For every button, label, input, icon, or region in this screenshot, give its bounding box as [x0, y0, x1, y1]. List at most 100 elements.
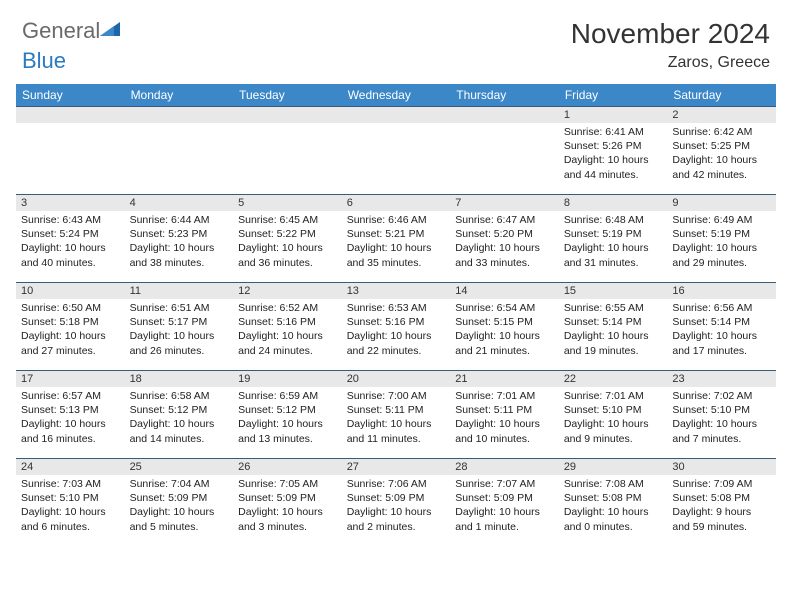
day-line: Sunset: 5:21 PM — [347, 227, 446, 241]
calendar-cell: 17Sunrise: 6:57 AMSunset: 5:13 PMDayligh… — [16, 370, 125, 458]
logo-subtext: Blue — [22, 48, 66, 74]
day-line: and 11 minutes. — [347, 432, 446, 446]
calendar-cell: 23Sunrise: 7:02 AMSunset: 5:10 PMDayligh… — [667, 370, 776, 458]
day-line: Sunrise: 6:58 AM — [130, 389, 229, 403]
day-line: and 2 minutes. — [347, 520, 446, 534]
day-line: Sunrise: 6:43 AM — [21, 213, 120, 227]
calendar-cell — [342, 106, 451, 194]
day-line: Daylight: 10 hours — [672, 417, 771, 431]
day-number: 22 — [559, 370, 668, 387]
day-line: Sunrise: 6:59 AM — [238, 389, 337, 403]
day-line: Sunset: 5:11 PM — [347, 403, 446, 417]
day-data: Sunrise: 6:50 AMSunset: 5:18 PMDaylight:… — [16, 299, 125, 362]
day-line: Sunrise: 6:45 AM — [238, 213, 337, 227]
day-line: Daylight: 10 hours — [238, 505, 337, 519]
day-number: 25 — [125, 458, 234, 475]
calendar-cell: 18Sunrise: 6:58 AMSunset: 5:12 PMDayligh… — [125, 370, 234, 458]
day-number: 2 — [667, 106, 776, 123]
weekday-header: Wednesday — [342, 84, 451, 106]
day-number: 5 — [233, 194, 342, 211]
day-line: Daylight: 10 hours — [130, 417, 229, 431]
calendar-row: 1Sunrise: 6:41 AMSunset: 5:26 PMDaylight… — [16, 106, 776, 194]
day-data: Sunrise: 6:53 AMSunset: 5:16 PMDaylight:… — [342, 299, 451, 362]
day-data: Sunrise: 6:41 AMSunset: 5:26 PMDaylight:… — [559, 123, 668, 186]
day-line: and 5 minutes. — [130, 520, 229, 534]
day-number: 14 — [450, 282, 559, 299]
calendar-cell: 24Sunrise: 7:03 AMSunset: 5:10 PMDayligh… — [16, 458, 125, 546]
day-number: 18 — [125, 370, 234, 387]
calendar-cell: 27Sunrise: 7:06 AMSunset: 5:09 PMDayligh… — [342, 458, 451, 546]
day-number: 10 — [16, 282, 125, 299]
day-line: and 17 minutes. — [672, 344, 771, 358]
weekday-header: Tuesday — [233, 84, 342, 106]
calendar-cell: 4Sunrise: 6:44 AMSunset: 5:23 PMDaylight… — [125, 194, 234, 282]
empty-day — [233, 106, 342, 123]
day-line: Sunset: 5:22 PM — [238, 227, 337, 241]
weekday-header: Monday — [125, 84, 234, 106]
day-line: Sunrise: 6:47 AM — [455, 213, 554, 227]
day-line: and 59 minutes. — [672, 520, 771, 534]
day-line: Sunset: 5:20 PM — [455, 227, 554, 241]
location-label: Zaros, Greece — [571, 54, 770, 72]
day-line: Sunrise: 6:50 AM — [21, 301, 120, 315]
calendar-cell: 20Sunrise: 7:00 AMSunset: 5:11 PMDayligh… — [342, 370, 451, 458]
day-data: Sunrise: 6:51 AMSunset: 5:17 PMDaylight:… — [125, 299, 234, 362]
day-line: and 19 minutes. — [564, 344, 663, 358]
day-data: Sunrise: 7:07 AMSunset: 5:09 PMDaylight:… — [450, 475, 559, 538]
day-number: 24 — [16, 458, 125, 475]
day-line: and 7 minutes. — [672, 432, 771, 446]
day-line: Daylight: 10 hours — [455, 241, 554, 255]
calendar-row: 17Sunrise: 6:57 AMSunset: 5:13 PMDayligh… — [16, 370, 776, 458]
day-data: Sunrise: 6:47 AMSunset: 5:20 PMDaylight:… — [450, 211, 559, 274]
day-line: Sunset: 5:10 PM — [564, 403, 663, 417]
day-line: and 9 minutes. — [564, 432, 663, 446]
day-data: Sunrise: 6:56 AMSunset: 5:14 PMDaylight:… — [667, 299, 776, 362]
page-title: November 2024 — [571, 18, 770, 50]
day-line: Daylight: 10 hours — [21, 505, 120, 519]
day-number: 3 — [16, 194, 125, 211]
day-data: Sunrise: 7:09 AMSunset: 5:08 PMDaylight:… — [667, 475, 776, 538]
calendar-cell: 30Sunrise: 7:09 AMSunset: 5:08 PMDayligh… — [667, 458, 776, 546]
day-line: Sunset: 5:13 PM — [21, 403, 120, 417]
day-line: Daylight: 10 hours — [130, 329, 229, 343]
day-number: 30 — [667, 458, 776, 475]
day-line: Sunrise: 6:52 AM — [238, 301, 337, 315]
day-line: Daylight: 10 hours — [238, 241, 337, 255]
day-line: Sunset: 5:10 PM — [672, 403, 771, 417]
day-line: Sunrise: 7:03 AM — [21, 477, 120, 491]
day-line: Sunrise: 6:49 AM — [672, 213, 771, 227]
logo-text-gray: General — [22, 18, 100, 44]
day-line: Daylight: 10 hours — [672, 329, 771, 343]
day-line: and 16 minutes. — [21, 432, 120, 446]
day-data: Sunrise: 7:03 AMSunset: 5:10 PMDaylight:… — [16, 475, 125, 538]
day-number: 19 — [233, 370, 342, 387]
calendar-cell: 9Sunrise: 6:49 AMSunset: 5:19 PMDaylight… — [667, 194, 776, 282]
day-line: Sunset: 5:12 PM — [130, 403, 229, 417]
calendar-cell: 28Sunrise: 7:07 AMSunset: 5:09 PMDayligh… — [450, 458, 559, 546]
day-data: Sunrise: 6:55 AMSunset: 5:14 PMDaylight:… — [559, 299, 668, 362]
day-line: Sunset: 5:14 PM — [672, 315, 771, 329]
day-line: and 40 minutes. — [21, 256, 120, 270]
day-line: Sunrise: 7:06 AM — [347, 477, 446, 491]
calendar-cell: 19Sunrise: 6:59 AMSunset: 5:12 PMDayligh… — [233, 370, 342, 458]
day-line: Daylight: 10 hours — [238, 329, 337, 343]
weekday-header: Saturday — [667, 84, 776, 106]
calendar-table: Sunday Monday Tuesday Wednesday Thursday… — [16, 84, 776, 546]
calendar-cell: 5 Sunrise: 6:45 AMSunset: 5:22 PMDaylight… — [233, 194, 342, 282]
day-line: and 35 minutes. — [347, 256, 446, 270]
weekday-header: Sunday — [16, 84, 125, 106]
logo: General — [22, 18, 124, 44]
day-line: Sunrise: 7:00 AM — [347, 389, 446, 403]
day-line: Sunrise: 7:01 AM — [564, 389, 663, 403]
day-data: Sunrise: 7:06 AMSunset: 5:09 PMDaylight:… — [342, 475, 451, 538]
day-line: Sunset: 5:19 PM — [564, 227, 663, 241]
day-data: Sunrise: 6:58 AMSunset: 5:12 PMDaylight:… — [125, 387, 234, 450]
day-line: Sunset: 5:09 PM — [347, 491, 446, 505]
day-line: Daylight: 10 hours — [455, 505, 554, 519]
day-line: and 27 minutes. — [21, 344, 120, 358]
day-line: Daylight: 10 hours — [564, 329, 663, 343]
day-number: 17 — [16, 370, 125, 387]
day-data: Sunrise: 6:42 AMSunset: 5:25 PMDaylight:… — [667, 123, 776, 186]
calendar-cell: 15Sunrise: 6:55 AMSunset: 5:14 PMDayligh… — [559, 282, 668, 370]
day-line: Sunrise: 6:54 AM — [455, 301, 554, 315]
